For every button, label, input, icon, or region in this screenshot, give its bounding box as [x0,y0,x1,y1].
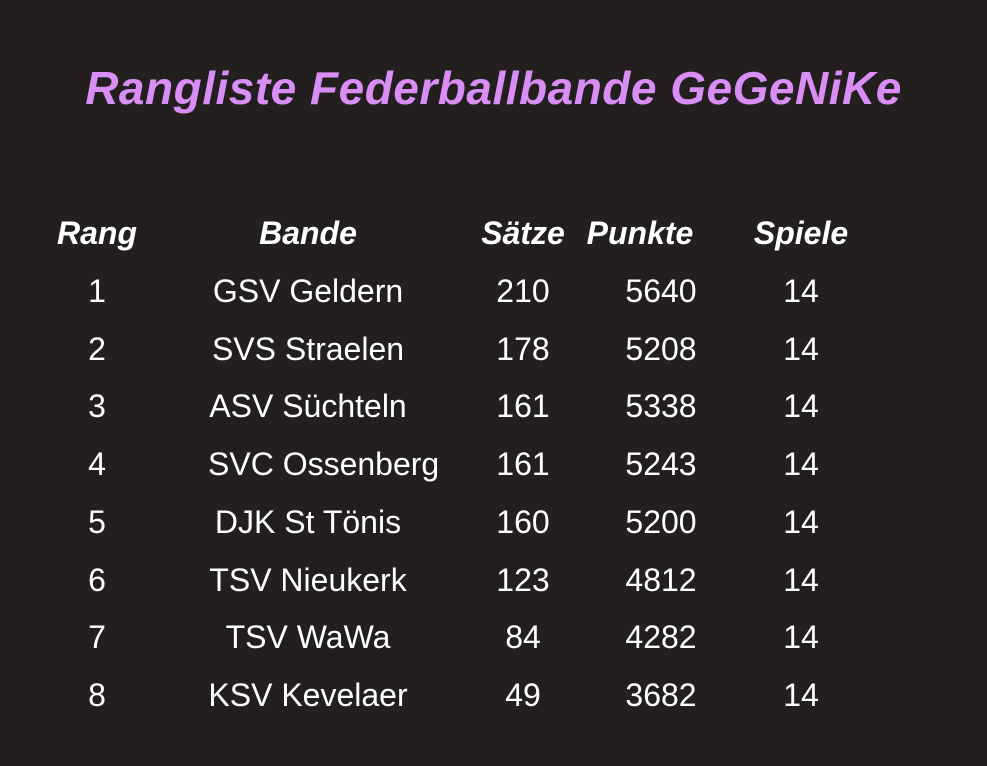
cell-rang: 4 [88,446,106,482]
cell-rang: 3 [88,388,106,424]
cell-rang: 8 [88,677,106,713]
cell-punkte: 5243 [625,446,697,482]
page-title: Rangliste Federballbande GeGeNiKe [85,62,902,114]
cell-rang: 1 [88,273,106,309]
cell-spiele: 14 [783,388,819,424]
cell-saetze: 84 [505,619,541,655]
cell-spiele: 14 [783,446,819,482]
cell-punkte: 5200 [625,504,697,540]
header-bande: Bande [259,215,357,251]
cell-spiele: 14 [783,273,819,309]
cell-saetze: 160 [496,504,550,540]
cell-saetze: 123 [496,562,550,598]
cell-spiele: 14 [783,619,819,655]
header-rang: Rang [57,215,137,251]
cell-punkte: 5640 [625,273,697,309]
cell-saetze: 210 [496,273,550,309]
cell-rang: 7 [88,619,106,655]
cell-bande: GSV Geldern [212,273,404,309]
cell-saetze: 161 [496,388,550,424]
cell-rang: 2 [88,331,106,367]
cell-bande: TSV Nieukerk [209,562,407,598]
cell-spiele: 14 [783,677,819,713]
cell-bande: KSV Kevelaer [208,677,408,713]
cell-punkte: 5208 [625,331,697,367]
cell-punkte: 4282 [625,619,697,655]
cell-bande: TSV WaWa [225,619,391,655]
cell-saetze: 161 [496,446,550,482]
cell-punkte: 3682 [625,677,697,713]
cell-bande: DJK St Tönis [214,504,402,540]
cell-bande: SVC Ossenberg [208,446,440,482]
cell-punkte: 5338 [625,388,697,424]
cell-saetze: 178 [496,331,550,367]
cell-punkte: 4812 [625,562,697,598]
cell-rang: 6 [88,562,106,598]
header-saetze: Sätze [481,215,565,251]
cell-rang: 5 [88,504,106,540]
header-spiele: Spiele [753,215,849,251]
cell-spiele: 14 [783,562,819,598]
cell-spiele: 14 [783,331,819,367]
header-punkte: Punkte [586,215,694,251]
cell-bande: ASV Süchteln [209,388,407,424]
cell-spiele: 14 [783,504,819,540]
cell-bande: SVS Straelen [211,331,405,367]
cell-saetze: 49 [505,677,541,713]
